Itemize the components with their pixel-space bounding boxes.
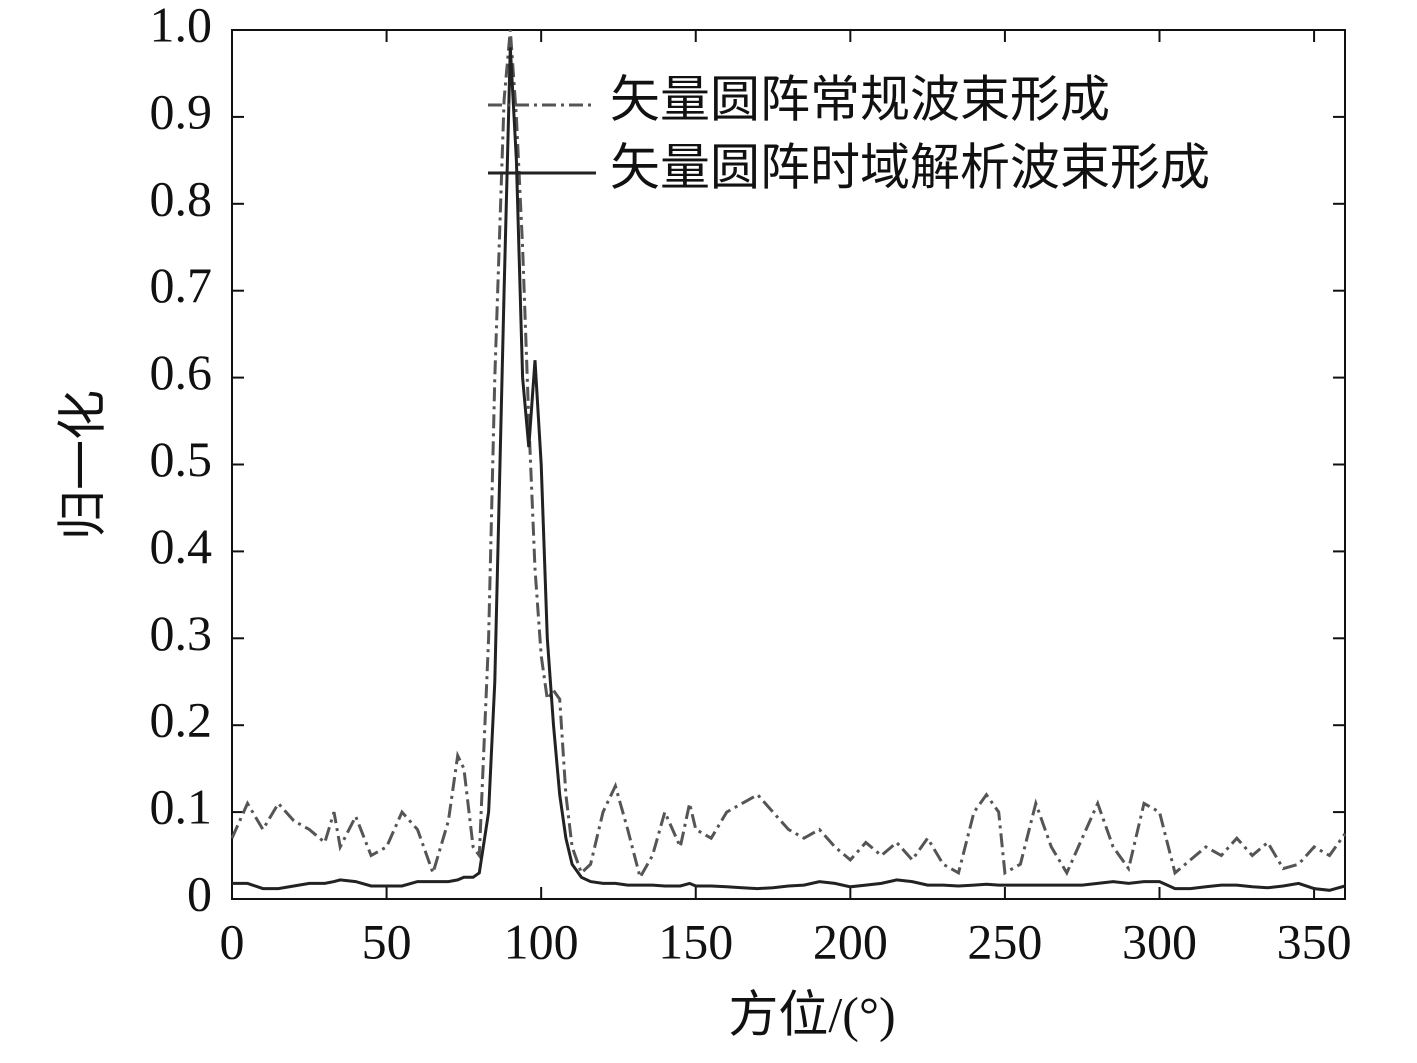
y-tick-label: 0.3 (150, 605, 213, 661)
x-tick-label: 150 (658, 913, 733, 969)
x-tick-label: 0 (220, 913, 245, 969)
y-tick-label: 0.7 (150, 257, 213, 313)
legend-label: 矢量圆阵常规波束形成 (610, 71, 1110, 127)
x-tick-label: 50 (362, 913, 412, 969)
x-axis-label: 方位/(°) (728, 986, 895, 1042)
x-tick-label: 200 (813, 913, 888, 969)
x-tick-label: 350 (1277, 913, 1352, 969)
y-tick-label: 1.0 (150, 0, 213, 52)
y-axis-label: 归一化 (54, 390, 110, 540)
y-tick-label: 0.6 (150, 344, 213, 400)
series-line (230, 29, 1347, 882)
x-tick-label: 300 (1122, 913, 1197, 969)
x-tick-label: 100 (504, 913, 579, 969)
y-tick-label: 0.1 (150, 779, 213, 835)
y-tick-label: 0 (187, 865, 212, 921)
x-tick-label: 250 (967, 913, 1042, 969)
y-tick-label: 0.4 (150, 518, 213, 574)
y-tick-label: 0.5 (150, 431, 213, 487)
y-tick-label: 0.9 (150, 83, 213, 139)
y-tick-label: 0.2 (150, 692, 213, 748)
series-line (232, 47, 1346, 892)
legend-label: 矢量圆阵时域解析波束形成 (610, 139, 1210, 195)
y-tick-label: 0.8 (150, 170, 213, 226)
